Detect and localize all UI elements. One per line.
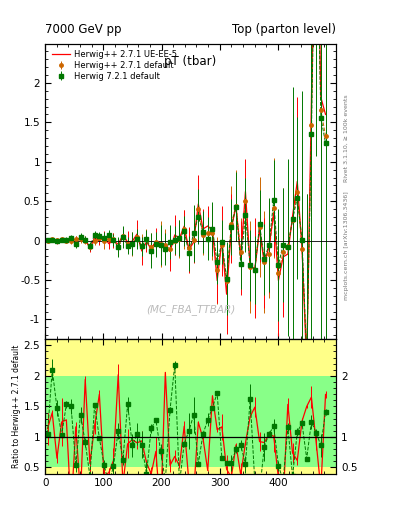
Text: pT (tbar): pT (tbar) [165,55,217,68]
Herwig++ 2.7.1 UE-EE-5 [323,112,328,118]
Text: Rivet 3.1.10, ≥ 100k events: Rivet 3.1.10, ≥ 100k events [344,94,349,182]
Line: Herwig++ 2.7.1 UE-EE-5: Herwig++ 2.7.1 UE-EE-5 [48,0,325,366]
Text: (MC_FBA_TTBAR): (MC_FBA_TTBAR) [146,304,235,315]
Herwig++ 2.7.1 UE-EE-5 [45,239,50,245]
Herwig++ 2.7.1 UE-EE-5 [92,234,97,241]
Herwig++ 2.7.1 UE-EE-5 [135,231,140,237]
Text: Top (parton level): Top (parton level) [232,23,336,36]
Bar [45,339,336,474]
Text: 7000 GeV pp: 7000 GeV pp [45,23,122,36]
Y-axis label: Ratio to Herwig++ 2.7.1 default: Ratio to Herwig++ 2.7.1 default [12,345,21,468]
Herwig++ 2.7.1 UE-EE-5 [220,238,224,244]
Herwig++ 2.7.1 UE-EE-5 [116,241,121,247]
Bar [45,376,336,467]
Herwig++ 2.7.1 UE-EE-5 [125,239,130,245]
Text: mcplots.cern.ch [arXiv:1306.3436]: mcplots.cern.ch [arXiv:1306.3436] [344,191,349,300]
Herwig++ 2.7.1 UE-EE-5 [140,248,144,254]
Herwig++ 2.7.1 UE-EE-5 [304,363,309,369]
Legend: Herwig++ 2.7.1 UE-EE-5, Herwig++ 2.7.1 default, Herwig 7.2.1 default: Herwig++ 2.7.1 UE-EE-5, Herwig++ 2.7.1 d… [50,48,179,83]
